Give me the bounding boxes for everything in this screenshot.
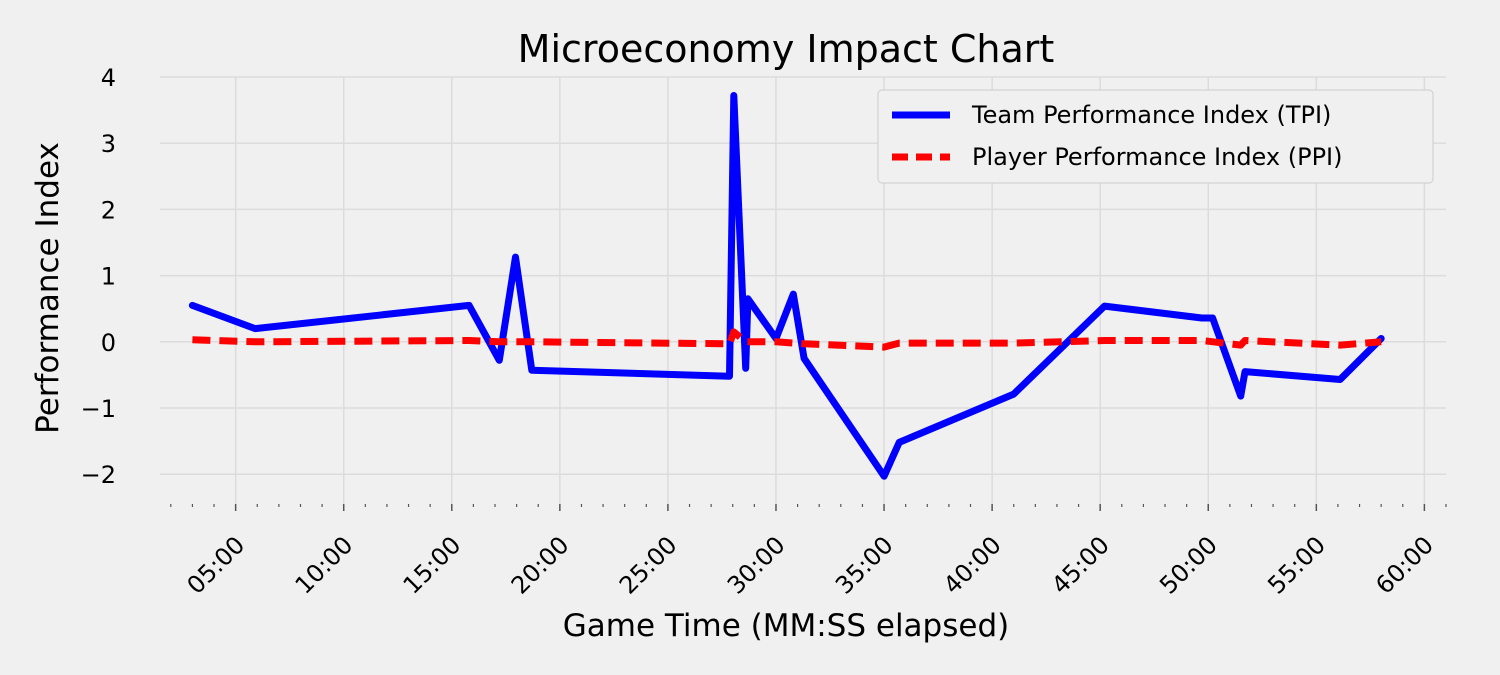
y-axis-ticks: −2 −1 0 1 2 3 4 <box>81 64 116 489</box>
y-axis-label: Performance Index <box>30 142 66 434</box>
y-tick-label: −2 <box>81 461 116 489</box>
series-layer <box>188 92 1385 480</box>
legend-label-ppi: Player Performance Index (PPI) <box>972 143 1342 171</box>
x-axis-label: Game Time (MM:SS elapsed) <box>563 608 1009 644</box>
legend-label-tpi: Team Performance Index (TPI) <box>971 101 1331 129</box>
y-tick-label: 0 <box>101 329 116 357</box>
legend: Team Performance Index (TPI) Player Perf… <box>877 89 1434 184</box>
y-tick-label: 2 <box>101 196 116 224</box>
y-tick-label: 1 <box>101 263 116 291</box>
series-line-ppi <box>192 328 1382 351</box>
y-tick-label: 3 <box>101 130 116 158</box>
y-tick-label: −1 <box>81 395 116 423</box>
y-tick-label: 4 <box>101 64 116 92</box>
legend-box <box>877 89 1434 184</box>
chart-title: Microeconomy Impact Chart <box>518 27 1055 71</box>
